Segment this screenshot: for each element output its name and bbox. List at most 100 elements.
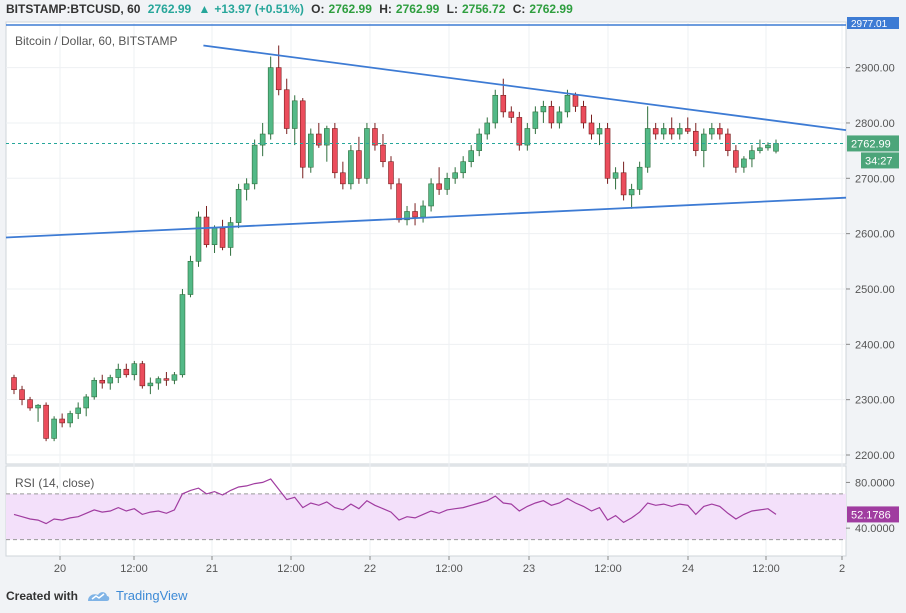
candle-body — [620, 172, 627, 196]
candle-body — [628, 189, 635, 196]
candle-body — [107, 377, 114, 384]
candle-body — [43, 404, 49, 439]
rsi-current-badge — [847, 506, 899, 523]
candle-body — [668, 128, 675, 135]
time-tick-label: 22 — [364, 563, 376, 575]
candle-body — [364, 128, 370, 179]
candle-body — [452, 172, 458, 179]
up-arrow-icon: ▲ — [198, 2, 211, 16]
low-value: 2756.72 — [461, 2, 506, 16]
candle-body — [195, 216, 202, 262]
time-tick-label: 12:00 — [277, 563, 305, 575]
candle-body — [396, 183, 402, 221]
candle-body — [652, 128, 659, 135]
candle-body — [203, 216, 210, 246]
candle-body — [123, 368, 130, 376]
candle-body — [91, 379, 98, 398]
time-tick-label: 21 — [206, 563, 218, 575]
candle-body — [524, 128, 531, 146]
candle-body — [516, 117, 523, 146]
candle-body — [243, 183, 250, 190]
candle-body — [612, 172, 619, 179]
candle-body — [59, 418, 65, 424]
top-level-badge — [847, 17, 899, 29]
candle-body — [540, 106, 547, 113]
candle-body — [436, 183, 442, 190]
candle-body — [420, 205, 426, 218]
candle-body — [733, 150, 739, 168]
candle-body — [564, 94, 571, 113]
rsi-band-fill — [6, 493, 846, 540]
candle-body — [307, 133, 314, 168]
candle-body — [388, 161, 394, 185]
low-label: L: — [446, 2, 458, 16]
candle-body — [275, 67, 282, 91]
price-pane[interactable] — [5, 21, 847, 465]
candle-body — [492, 94, 499, 124]
candle-body — [332, 128, 338, 174]
rsi-tick-label: 40.0000 — [855, 523, 895, 535]
candle-body — [283, 89, 290, 129]
price-tick-label: 2700.00 — [855, 173, 895, 185]
candle-body — [468, 150, 474, 162]
candle-body — [460, 161, 466, 174]
rsi-title: RSI (14, close) — [15, 476, 95, 490]
candle-body — [51, 418, 57, 439]
price-tick-label: 2900.00 — [855, 63, 895, 75]
rsi-line — [13, 478, 777, 525]
time-tick-label: 2 — [839, 563, 845, 575]
candle-body — [324, 128, 330, 146]
candle-body — [580, 106, 587, 124]
last-price: 2762.99 — [147, 2, 192, 16]
candle-body — [660, 128, 667, 135]
candle-body — [163, 378, 170, 381]
candle-body — [717, 128, 723, 135]
last-price-badge — [847, 135, 899, 152]
candle-body — [444, 177, 450, 190]
symbol-name[interactable]: BITSTAMP:BTCUSD, 60 — [6, 2, 141, 16]
candle-body — [67, 413, 73, 424]
tradingview-link[interactable]: TradingView — [86, 588, 188, 603]
candle-body — [115, 368, 122, 378]
tradingview-logo-icon — [88, 591, 110, 601]
candle-body — [644, 128, 651, 168]
price-tick-label: 2400.00 — [855, 339, 895, 351]
candle-body — [588, 122, 595, 135]
time-tick-label: 12:00 — [594, 563, 622, 575]
candle-body — [155, 378, 162, 384]
price-axis[interactable]: 2200.00 2300.00 2400.00 2500.00 2600.00 2700.… — [846, 17, 899, 462]
close-label: C: — [512, 2, 526, 16]
close-value: 2762.99 — [529, 2, 573, 16]
time-axis[interactable]: 20 12:00 21 12:00 22 12:00 23 12:00 24 12:00 2 — [54, 556, 845, 575]
candle-body — [11, 377, 17, 390]
candle-body — [636, 166, 643, 190]
candle-body — [725, 133, 731, 151]
created-with-label: Created with — [6, 588, 79, 603]
candle-body — [19, 389, 25, 400]
open-value: 2762.99 — [328, 2, 372, 16]
candle-body — [291, 100, 298, 129]
rsi-band — [6, 493, 846, 541]
countdown-badge-label: 34:27 — [865, 155, 893, 167]
candle-body — [692, 130, 699, 151]
candle-body — [676, 128, 683, 135]
candle-body — [340, 172, 346, 185]
candle-body — [532, 111, 539, 129]
last-price-badge-label: 2762.99 — [851, 138, 891, 150]
candle-body — [219, 227, 226, 248]
candle-body — [508, 111, 515, 118]
chart-title: Bitcoin / Dollar, 60, BITSTAMP — [15, 34, 178, 48]
rsi-axis[interactable]: 40.0000 80.0000 52.1786 — [846, 477, 899, 535]
candle-body — [35, 404, 41, 409]
candle-body — [757, 147, 763, 151]
price-change: +13.97 (+0.51%) — [214, 2, 304, 16]
candle-body — [227, 222, 234, 248]
rsi-tick-label: 80.0000 — [855, 477, 895, 489]
top-level-badge-label: 2977.01 — [851, 19, 888, 30]
candle-body — [684, 128, 691, 132]
candle-body — [171, 374, 178, 381]
candle-body — [251, 144, 258, 185]
trendline-upper — [203, 44, 847, 132]
trendlines[interactable] — [5, 24, 847, 239]
